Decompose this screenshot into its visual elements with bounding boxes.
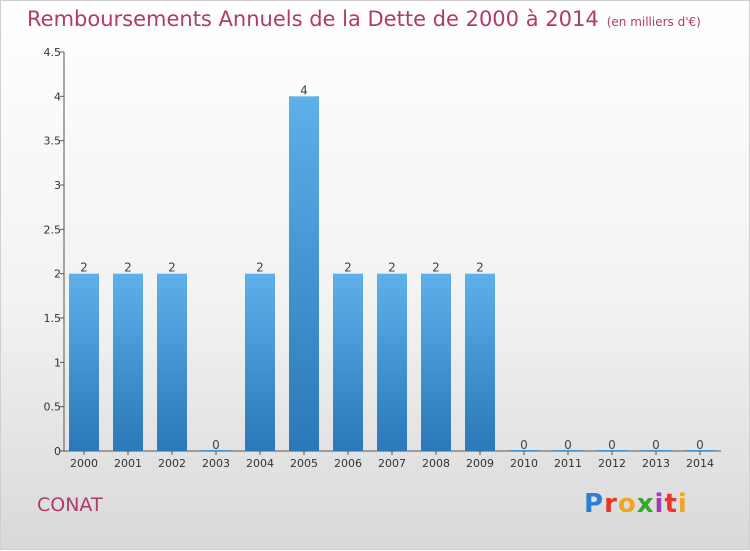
logo-letter: i — [654, 489, 665, 519]
title-text: Remboursements Annuels de la Dette de 20… — [27, 7, 599, 31]
logo-letter: o — [617, 489, 637, 519]
y-tick-label: 2.5 — [44, 223, 62, 236]
data-label: 2 — [388, 261, 396, 275]
y-tick-label: 1.5 — [44, 312, 62, 325]
data-label: 2 — [256, 261, 264, 275]
bar — [465, 273, 495, 451]
y-tick-label: 3 — [54, 179, 61, 192]
bar — [245, 273, 275, 451]
data-label: 0 — [212, 438, 220, 452]
bar — [69, 273, 99, 451]
data-label: 4 — [300, 83, 308, 97]
logo-letter: P — [584, 489, 605, 519]
bar — [333, 273, 363, 451]
data-label: 0 — [608, 438, 616, 452]
x-tick-label: 2007 — [378, 457, 406, 470]
logo-letter: r — [604, 489, 618, 519]
x-tick-label: 2005 — [290, 457, 318, 470]
x-tick-label: 2009 — [466, 457, 494, 470]
data-label: 2 — [476, 261, 484, 275]
logo-letter: i — [677, 489, 688, 519]
bar — [113, 273, 143, 451]
bar — [289, 96, 319, 451]
x-tick-label: 2001 — [114, 457, 142, 470]
data-label: 2 — [80, 261, 88, 275]
bar — [421, 273, 451, 451]
data-label: 2 — [344, 261, 352, 275]
x-tick-label: 2008 — [422, 457, 450, 470]
data-label: 2 — [432, 261, 440, 275]
data-label: 0 — [652, 438, 660, 452]
proxiti-logo[interactable]: Proxiti — [584, 489, 688, 519]
data-label: 2 — [124, 261, 132, 275]
y-tick-label: 4 — [54, 90, 61, 103]
x-tick-label: 2004 — [246, 457, 274, 470]
x-tick-label: 2002 — [158, 457, 186, 470]
y-tick-label: 3.5 — [44, 135, 62, 148]
y-tick-label: 0.5 — [44, 401, 62, 414]
y-tick-label: 0 — [54, 445, 61, 458]
bar — [685, 450, 715, 451]
data-label: 0 — [696, 438, 704, 452]
bar — [377, 273, 407, 451]
x-tick-label: 2012 — [598, 457, 626, 470]
data-label: 0 — [564, 438, 572, 452]
y-tick-label: 1 — [54, 356, 61, 369]
x-tick-label: 2003 — [202, 457, 230, 470]
x-tick-label: 2014 — [686, 457, 714, 470]
y-tick-label: 4.5 — [44, 46, 62, 59]
bar — [201, 450, 231, 451]
bar — [597, 450, 627, 451]
logo-letter: t — [664, 489, 678, 519]
x-tick-label: 2013 — [642, 457, 670, 470]
data-label: 2 — [168, 261, 176, 275]
x-tick-label: 2010 — [510, 457, 538, 470]
bar — [157, 273, 187, 451]
bar — [553, 450, 583, 451]
data-label: 0 — [520, 438, 528, 452]
x-tick-label: 2011 — [554, 457, 582, 470]
commune-name: CONAT — [37, 494, 103, 516]
chart-subtitle: (en milliers d'€) — [606, 15, 701, 29]
x-tick-label: 2006 — [334, 457, 362, 470]
x-tick-label: 2000 — [70, 457, 98, 470]
logo-letter: x — [636, 489, 655, 519]
y-tick-label: 2 — [54, 268, 61, 281]
bar — [509, 450, 539, 451]
chart-title: Remboursements Annuels de la Dette de 20… — [27, 7, 701, 31]
bar — [641, 450, 671, 451]
